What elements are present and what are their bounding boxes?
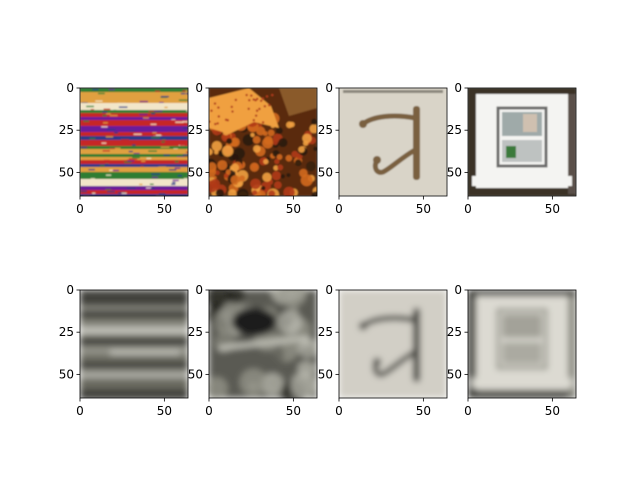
panel-r2c3-frame: [338, 289, 448, 399]
panel-r2c2-ytick-label: 0: [195, 283, 203, 297]
panel-r1c1-ytick-label: 50: [59, 165, 74, 179]
panel-r1c3-frame: [338, 87, 448, 197]
panel-r1c2-xtick-label: 0: [205, 202, 213, 216]
panel-r2c4-xtick-label: 0: [464, 404, 472, 418]
panel-r2c2-ytick-label: 50: [188, 367, 203, 381]
panel-r2c2-ytick-label: 25: [188, 325, 203, 339]
panel-r1c1: 0 50 0 25 50: [59, 81, 189, 216]
panel-r1c3-xtick-label: 50: [416, 202, 431, 216]
panel-r2c1-frame: [79, 289, 189, 399]
panel-r2c3-ytick-label: 0: [325, 283, 333, 297]
panel-r1c3-ytick-label: 50: [318, 165, 333, 179]
panel-r1c2-xtick-label: 50: [286, 202, 301, 216]
panel-r1c3-ytick-label: 0: [325, 81, 333, 95]
panel-r1c2-image: [209, 88, 317, 196]
panel-r1c4-frame: [467, 87, 577, 197]
panel-r1c2: 0 50 0 25 50: [188, 81, 318, 216]
panel-r1c4-xtick-label: 50: [545, 202, 560, 216]
panel-r2c3-xtick-label: 0: [335, 404, 343, 418]
panel-r2c1: 0 50 0 25 50: [59, 283, 189, 418]
panel-r2c3-xtick-label: 50: [416, 404, 431, 418]
panel-r2c4-ytick-label: 25: [447, 325, 462, 339]
panel-r2c1-xtick-label: 0: [76, 404, 84, 418]
panel-r1c4-xtick-label: 0: [464, 202, 472, 216]
panel-r2c2-image: [209, 290, 317, 398]
panel-r2c4-image: [468, 290, 576, 398]
panel-r1c2-ytick-label: 50: [188, 165, 203, 179]
panel-r2c3-image: [339, 290, 447, 398]
panel-r1c1-xtick-label: 50: [157, 202, 172, 216]
panel-r1c4: 0 50 0 25 50: [447, 81, 577, 216]
panel-r2c2-frame: [208, 289, 318, 399]
panel-r1c3: 0 50 0 25 50: [318, 81, 448, 216]
panel-r2c1-ytick-label: 25: [59, 325, 74, 339]
panel-r1c2-ytick-label: 0: [195, 81, 203, 95]
panel-r2c2-xtick-label: 0: [205, 404, 213, 418]
panel-r2c4-ytick-label: 50: [447, 367, 462, 381]
panel-r1c4-ytick-label: 25: [447, 123, 462, 137]
panel-r1c3-ytick-label: 25: [318, 123, 333, 137]
panel-r1c1-xtick-label: 0: [76, 202, 84, 216]
panel-r2c4-frame: [467, 289, 577, 399]
panel-r1c1-ytick-label: 25: [59, 123, 74, 137]
panel-r2c3: 0 50 0 25 50: [318, 283, 448, 418]
panel-r1c2-frame: [208, 87, 318, 197]
panel-r1c1-image: [80, 88, 188, 196]
panel-r2c2-xtick-label: 50: [286, 404, 301, 418]
panel-r1c2-ytick-label: 25: [188, 123, 203, 137]
panel-r2c1-xtick-label: 50: [157, 404, 172, 418]
panel-r1c1-ytick-label: 0: [66, 81, 74, 95]
panel-r2c2: 0 50 0 25 50: [188, 283, 318, 418]
panel-r2c4-xtick-label: 50: [545, 404, 560, 418]
panel-r2c1-ytick-label: 50: [59, 367, 74, 381]
panel-r2c4-ytick-label: 0: [454, 283, 462, 297]
panel-r1c3-xtick-label: 0: [335, 202, 343, 216]
panel-r1c4-ytick-label: 0: [454, 81, 462, 95]
panel-r1c4-ytick-label: 50: [447, 165, 462, 179]
panel-r2c4: 0 50 0 25 50: [447, 283, 577, 418]
panel-r1c4-image: [468, 88, 576, 196]
panel-r2c3-ytick-label: 50: [318, 367, 333, 381]
panel-r1c3-image: [339, 88, 447, 196]
panel-r1c1-frame: [79, 87, 189, 197]
panel-r2c3-ytick-label: 25: [318, 325, 333, 339]
panel-r2c1-ytick-label: 0: [66, 283, 74, 297]
panel-r2c1-image: [80, 290, 188, 398]
